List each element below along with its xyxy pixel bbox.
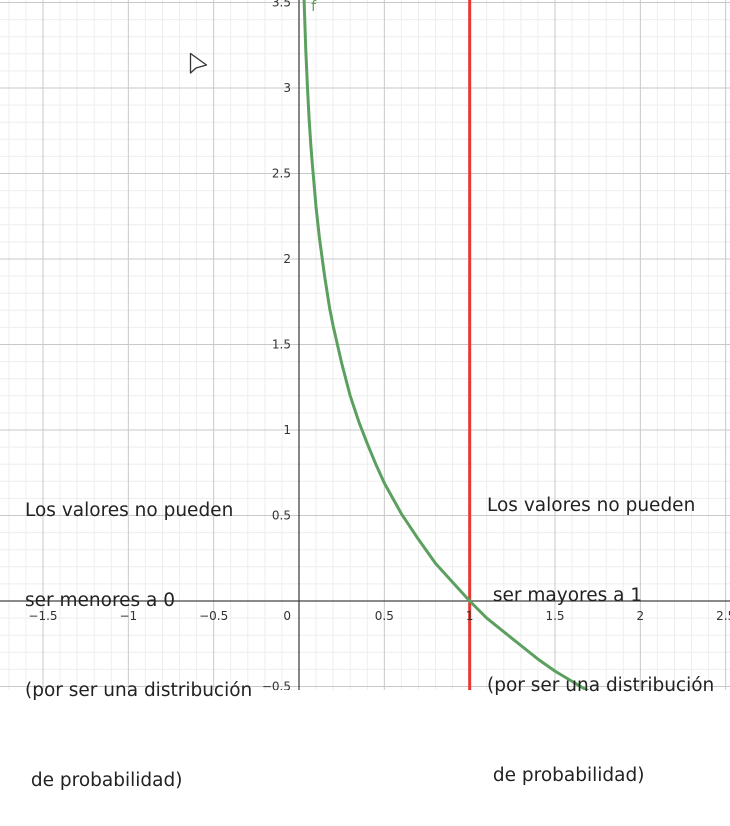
y-tick-label: 2.5 [272,167,291,181]
x-tick-label: 1 [466,609,474,623]
curves: f [302,0,590,690]
x-tick-label: −0.5 [199,609,228,623]
annotation-right: Los valores no pueden ser mayores a 1 (p… [487,431,714,821]
annotation-left-line-2: ser menores a 0 [25,590,176,611]
y-tick-label: 1.5 [272,338,291,352]
x-tick-label: 0 [283,609,291,623]
y-tick-label: 3.5 [272,0,291,10]
y-tick-label: 1 [283,423,291,437]
annotation-left-line-1: Los valores no pueden [25,500,234,521]
annotation-right-line-1: Los valores no pueden [487,495,696,516]
y-tick-label: −0.5 [262,680,291,691]
series-curve-f [302,0,590,690]
x-tick-label: 2 [637,609,645,623]
x-tick-label: −1.5 [28,609,57,623]
x-tick-label: 1.5 [545,609,564,623]
annotation-right-line-3: (por ser una distribución [487,675,715,696]
x-tick-label: −1 [119,609,137,623]
y-tick-label: 2 [283,252,291,266]
x-tick-label: 2.5 [716,609,730,623]
annotation-right-line-4: de probabilidad) [487,765,645,786]
y-tick-label: 3 [283,81,291,95]
annotation-left-line-4: de probabilidad) [25,770,183,791]
axes [0,0,730,690]
mouse-pointer-icon [189,52,208,74]
x-tick-label: 0.5 [375,609,394,623]
curve-label: f [311,0,317,15]
annotation-left: Los valores no pueden ser menores a 0 (p… [25,436,252,826]
tick-labels: −1.5 −1 −0.5 0 0.5 1 1.5 2 2.5 0.5 1 1.5 2 2.5 3 3.5 −0.… [28,0,730,690]
plot-area[interactable]: f −1.5−1−0.500.511.522.50.511.522.533.5−… [0,0,730,690]
annotation-left-line-3: (por ser una distribución [25,680,253,701]
annotation-right-line-2: ser mayores a 1 [487,585,643,606]
y-tick-label: 0.5 [272,509,291,523]
